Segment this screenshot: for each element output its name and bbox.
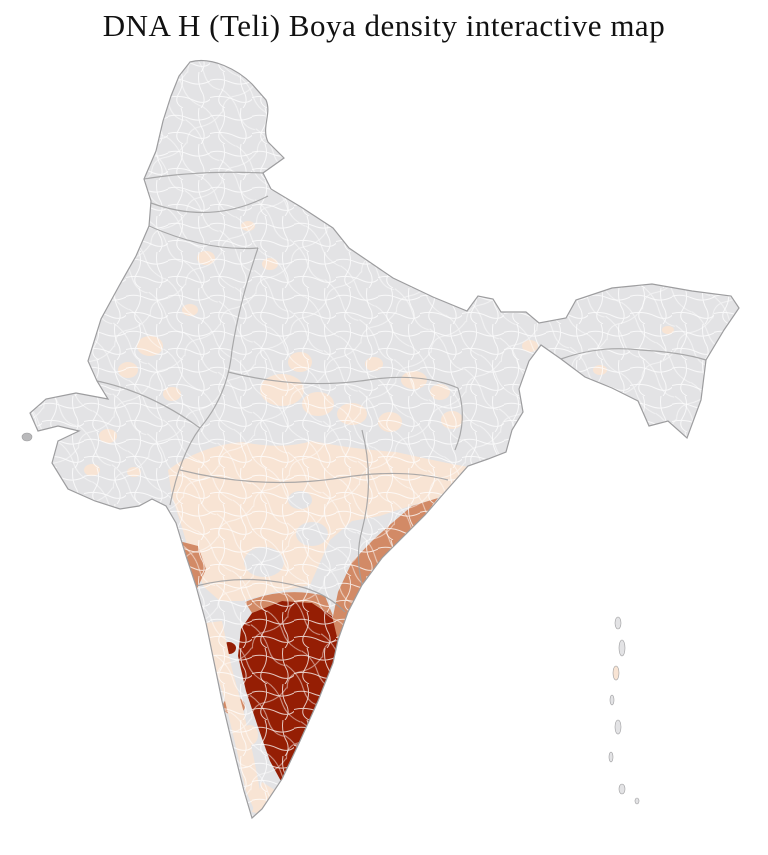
region-andaman-islands[interactable] bbox=[608, 616, 640, 805]
district-borders-mesh bbox=[30, 60, 739, 818]
west-islet[interactable] bbox=[21, 432, 33, 442]
district-blob[interactable] bbox=[290, 782, 302, 792]
map-title: DNA H (Teli) Boya density interactive ma… bbox=[102, 8, 666, 43]
district-blob[interactable] bbox=[504, 452, 516, 464]
state-borders bbox=[96, 171, 707, 613]
